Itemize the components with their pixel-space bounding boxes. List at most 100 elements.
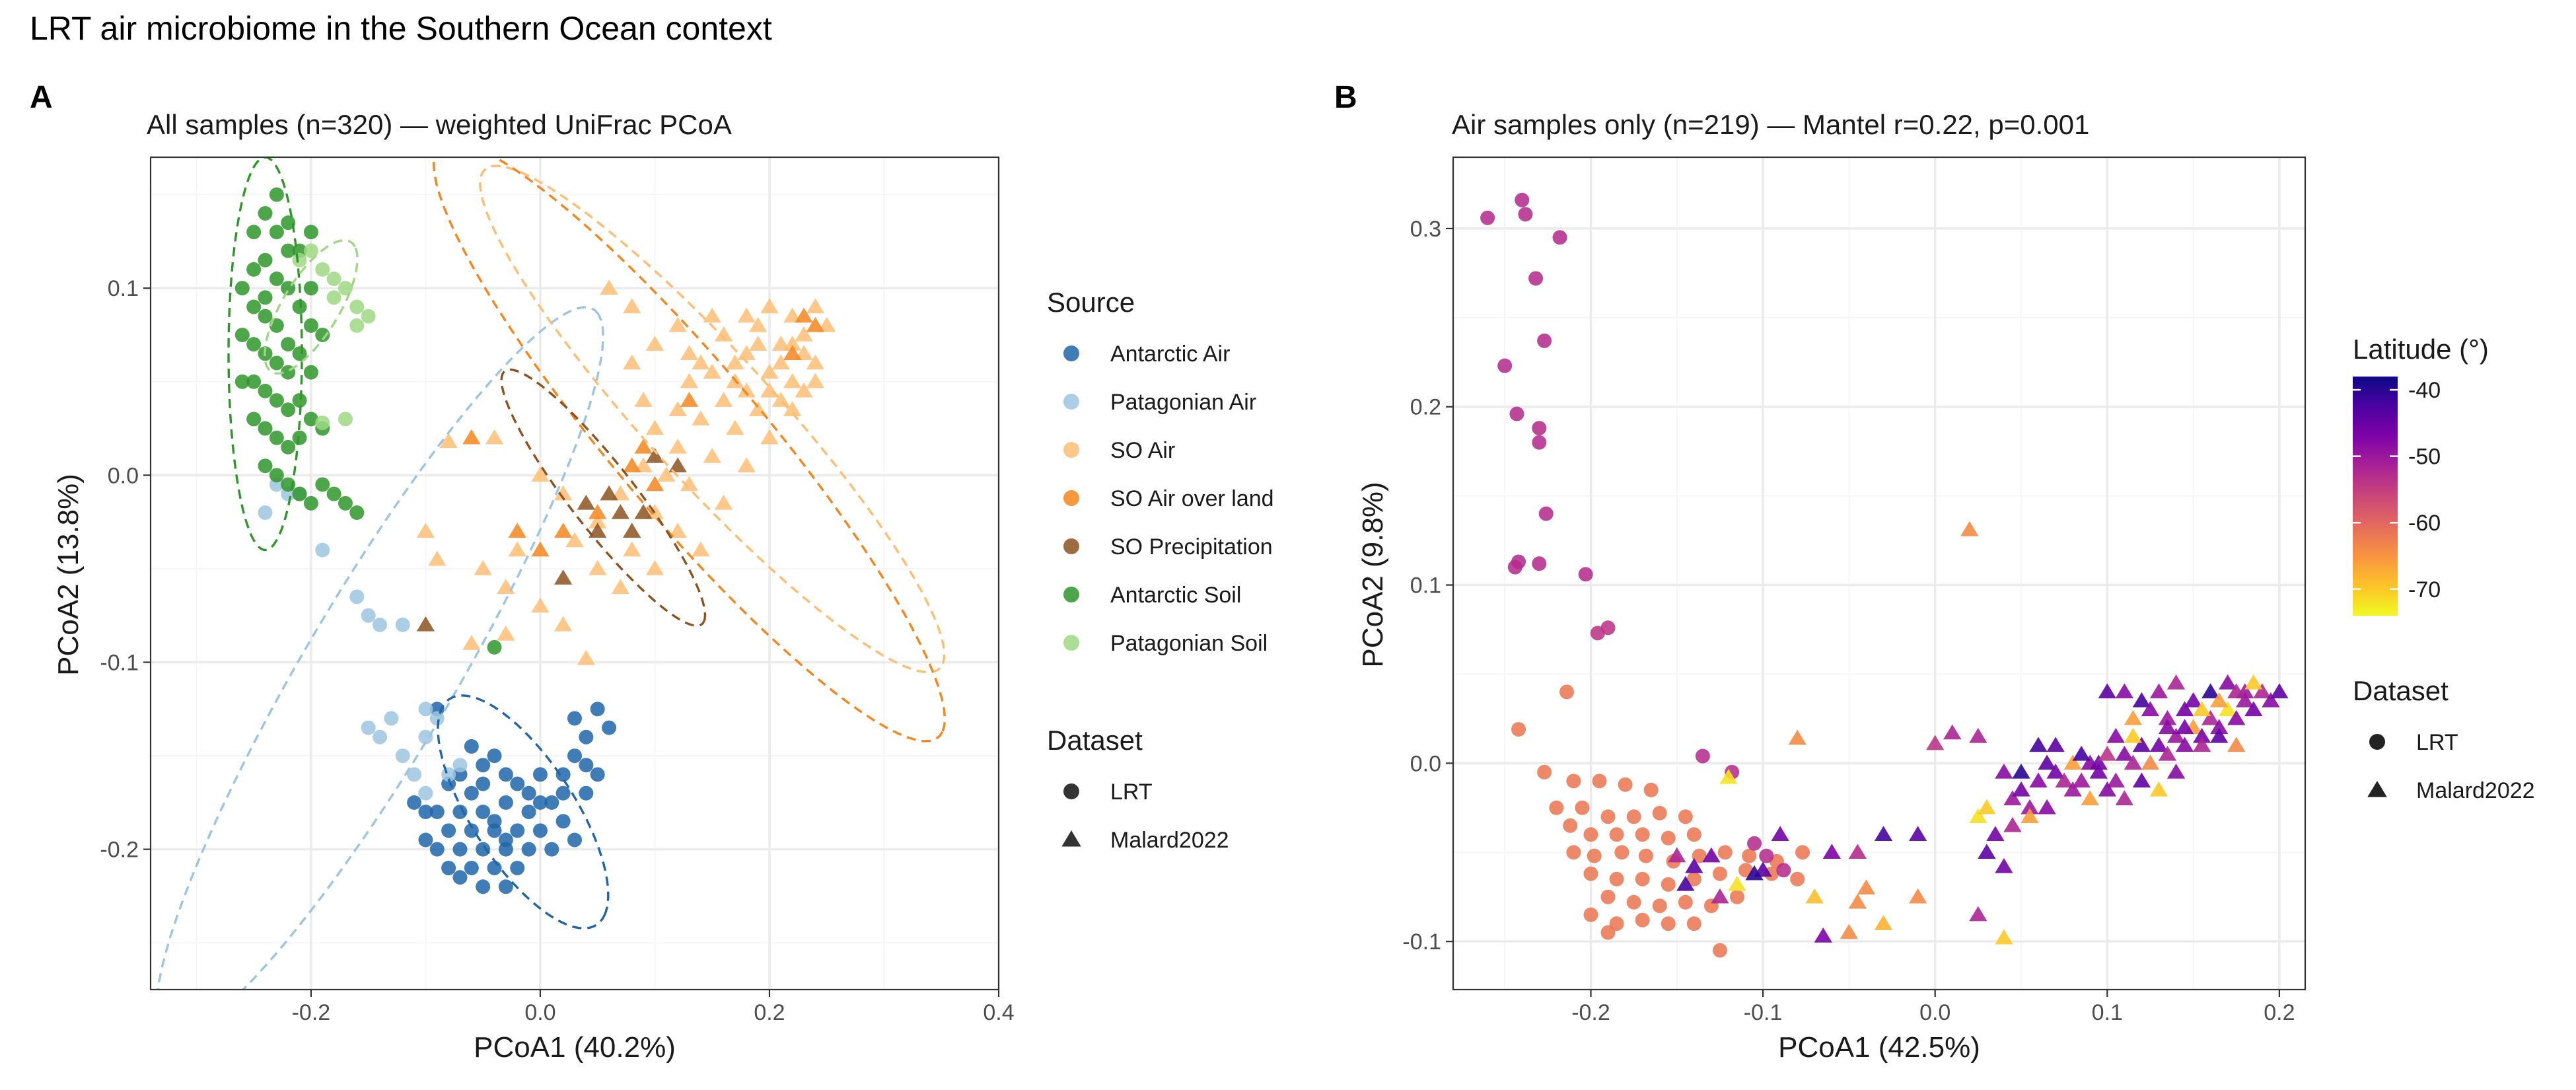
panel-b-point — [1552, 230, 1567, 245]
panel-a-triangle-point — [623, 457, 641, 472]
panel-a-triangle-point — [508, 523, 526, 538]
panel-b-triangle-point — [2175, 719, 2194, 735]
panel-a-triangle-point — [462, 429, 481, 445]
panel-a-point — [487, 860, 502, 875]
panel-b-triangle-point — [1943, 724, 1962, 740]
panel-a-x-axis-title: PCoA1 (40.2%) — [474, 1031, 676, 1064]
panel-b-point — [1537, 764, 1552, 780]
panel-b-triangle-point — [2175, 701, 2194, 717]
panel-a-point — [476, 842, 491, 857]
panel-a-triangle-point — [623, 354, 641, 370]
panel-a-point — [452, 870, 468, 885]
panel-b-triangle-point — [2210, 692, 2229, 708]
panel-a-ellipse — [264, 238, 359, 375]
panel-b-triangle-point — [2141, 701, 2160, 717]
panel-a-triangle-point — [645, 419, 664, 435]
panel-b-point — [1532, 435, 1547, 450]
panel-b-triangle-point — [2029, 737, 2048, 752]
panel-a-point — [326, 272, 341, 287]
panel-b-point — [1559, 684, 1574, 700]
panel-b: B Air samples only (n=219) — Mantel r=0.… — [1334, 80, 2535, 1064]
panel-b-triangle-point — [2124, 727, 2143, 743]
panel-a-legend-title-source: Source — [1047, 287, 1135, 318]
panel-a-point — [349, 318, 365, 333]
panel-a-triangle-point — [748, 336, 768, 351]
panel-a-triangle-point — [760, 363, 779, 379]
panel-b-triangle-point — [1788, 729, 1807, 745]
panel-a-point — [429, 842, 445, 857]
panel-b-triangle-point — [2038, 754, 2056, 770]
panel-a-point — [246, 337, 262, 352]
panel-a-legend-swatch — [1063, 587, 1079, 602]
panel-a-point — [555, 767, 571, 782]
panel-b-point — [1652, 898, 1667, 914]
panel-b-plot-area: -0.2 -0.1 0.0 0.1 0.2 -0.1 0.0 0.1 0.2 0.3 — [1402, 156, 2307, 1025]
panel-a-point — [349, 299, 365, 314]
panel-a-triangle-point — [771, 354, 790, 370]
panel-a-legend-swatch — [1063, 345, 1079, 361]
panel-a-point — [258, 309, 273, 324]
panel-a-triangle-point — [783, 345, 802, 361]
panel-b-triangle-point — [1848, 893, 1867, 909]
panel-a-triangle-point — [783, 401, 802, 416]
panel-b-triangle-point — [1969, 808, 1987, 824]
panel-a-point — [338, 412, 353, 427]
panel-a-point — [303, 495, 318, 511]
panel-b-point — [1712, 943, 1727, 958]
panel-b-point — [1600, 620, 1616, 636]
panel-a-point — [452, 842, 468, 857]
panel-b-colorbar-label: -60 — [2408, 511, 2441, 536]
panel-a-ellipse — [432, 157, 947, 743]
panel-b-colorbar-label: -50 — [2408, 445, 2441, 470]
panel-a-point — [258, 383, 273, 398]
panel-a-legend-title-dataset: Dataset — [1047, 725, 1143, 756]
panel-a-point — [476, 758, 491, 773]
panel-b-point — [1528, 271, 1544, 286]
panel-b-point — [1626, 894, 1641, 910]
panel-a-point — [234, 327, 250, 342]
panel-b-x-tick-label: 0.2 — [2264, 1000, 2295, 1025]
panel-a-triangle-point — [806, 298, 825, 314]
panel-b-triangle-point — [2149, 781, 2168, 797]
panel-b-triangle-point — [1676, 875, 1695, 891]
panel-a-triangle-point — [714, 326, 733, 342]
panel-a-point — [464, 785, 479, 801]
panel-b-triangle-point — [2236, 692, 2254, 708]
panel-a-triangle-point — [703, 307, 721, 323]
panel-b-triangle-point — [2227, 683, 2246, 699]
panel-b-triangle-point — [1978, 844, 1996, 859]
panel-a-triangle-point — [508, 541, 526, 557]
panel-b-colorbar — [2353, 377, 2398, 616]
panel-a-point — [441, 860, 456, 875]
panel-a-point — [303, 318, 318, 333]
panel-b-triangle-point — [2253, 683, 2272, 699]
panel-a-point — [258, 290, 273, 305]
panel-a-point — [407, 767, 422, 782]
panel-b-point — [1790, 871, 1805, 887]
panel-b-triangle-point — [2106, 772, 2125, 788]
panel-b-triangle-point — [1822, 844, 1841, 859]
panel-b-point — [1635, 871, 1650, 887]
panel-a-y-tick-label: 0.1 — [108, 276, 139, 301]
panel-a-point — [590, 767, 605, 782]
panel-a-triangle-point — [680, 476, 699, 491]
panel-b-triangle-point — [2158, 719, 2177, 735]
panel-b-triangle-point — [2072, 772, 2091, 788]
panel-b-triangle-point — [1978, 799, 1996, 815]
panel-b-triangle-point — [1986, 826, 2005, 842]
panel-a-legend-label: SO Air — [1110, 438, 1175, 463]
panel-b-triangle-point — [2141, 754, 2160, 770]
panel-a-point — [555, 785, 571, 801]
panel-a-point — [487, 814, 502, 829]
panel-a-point — [258, 205, 273, 221]
panel-b-triangle-point — [1926, 735, 1945, 750]
panel-b-point — [1566, 845, 1581, 860]
panel-a-point — [326, 290, 341, 305]
panel-a-triangle-point — [737, 457, 756, 472]
panel-b-point — [1563, 818, 1578, 833]
panel-a-triangle-point — [680, 373, 699, 388]
panel-a-point — [487, 748, 502, 764]
panel-a-point — [510, 823, 525, 838]
panel-b-triangle-point — [1995, 929, 2013, 945]
panel-b-point — [1509, 406, 1524, 421]
